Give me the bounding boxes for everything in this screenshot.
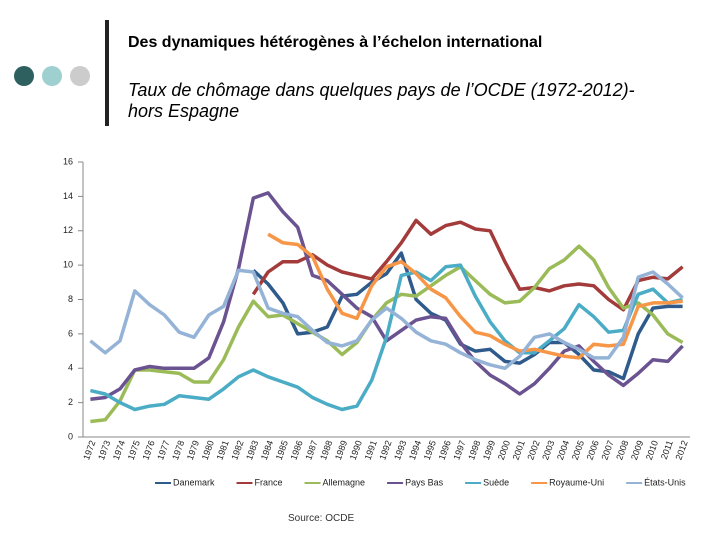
legend-label: Royaume-Uni — [549, 477, 604, 487]
legend-label: Suède — [483, 477, 509, 487]
y-tick-label: 0 — [68, 431, 73, 441]
x-tick-label: 2012 — [673, 439, 689, 461]
legend-label: Danemark — [173, 477, 215, 487]
source: Source: OCDE — [288, 513, 355, 524]
series-line — [90, 263, 683, 412]
decor-dot — [14, 66, 34, 86]
y-tick-label: 10 — [63, 260, 73, 270]
series-line — [89, 268, 684, 371]
series-line — [251, 218, 684, 312]
y-tick-label: 2 — [68, 397, 73, 407]
series-line — [90, 244, 684, 424]
divider — [105, 20, 109, 126]
y-tick-label: 8 — [68, 294, 73, 304]
legend-label: États-Unis — [644, 477, 686, 487]
legend-label: France — [255, 477, 283, 487]
decor-dot — [70, 66, 90, 86]
y-tick-label: 12 — [63, 225, 73, 235]
y-tick-label: 16 — [63, 156, 73, 166]
slide-title: Des dynamiques hétérogènes à l’échelon i… — [128, 34, 543, 51]
legend-label: Allemagne — [323, 477, 366, 487]
y-tick-label: 6 — [68, 328, 73, 338]
series-line — [267, 232, 683, 360]
legend-label: Pays Bas — [405, 477, 444, 487]
x-tick-label: 2010 — [644, 439, 660, 461]
series-line — [252, 251, 683, 381]
y-tick-label: 4 — [68, 363, 73, 373]
chart-title: Taux de chômage dans quelques pays de l’… — [128, 80, 635, 121]
decor-dot — [42, 66, 62, 86]
x-tick-label: 2011 — [659, 439, 675, 461]
y-tick-label: 14 — [63, 191, 73, 201]
